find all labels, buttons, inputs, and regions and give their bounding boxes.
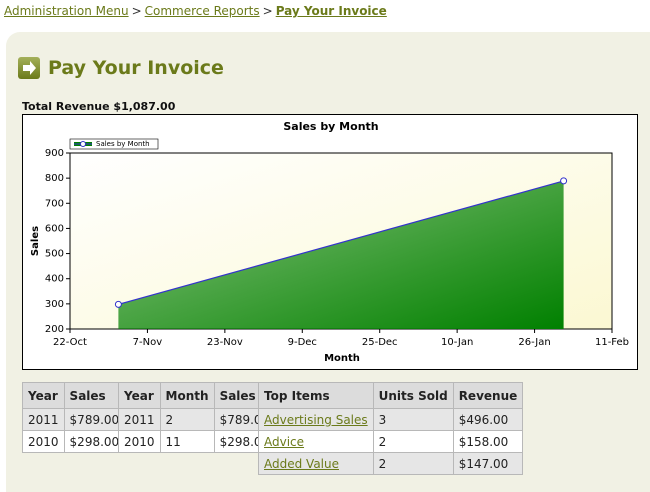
- x-tick-label: 10-Jan: [441, 337, 473, 348]
- y-tick-label: 200: [45, 324, 64, 335]
- table-row: 2010 $298.00: [22, 430, 126, 453]
- chart-title: Sales by Month: [283, 120, 378, 133]
- breadcrumb-link[interactable]: Administration Menu: [4, 4, 129, 18]
- table-cell: 11: [159, 430, 215, 453]
- x-tick-label: 25-Dec: [362, 337, 398, 348]
- page: Administration Menu > Commerce Reports > Pay…: [4, 4, 650, 492]
- y-tick-label: 600: [45, 223, 64, 234]
- y-tick-label: 900: [45, 148, 64, 159]
- y-tick-label: 500: [45, 249, 64, 260]
- y-axis-label: Sales: [30, 226, 41, 256]
- line: [118, 180, 564, 305]
- table-cell: $158.00: [452, 430, 524, 453]
- table-cell: 2011: [22, 408, 65, 431]
- legend-box: [69, 138, 159, 150]
- table-cell: Added Value: [258, 452, 374, 475]
- table-row: 2011 2 $789.00: [118, 408, 276, 431]
- breadcrumb: Administration Menu > Commerce Reports > Pay…: [4, 4, 387, 18]
- x-tick-label: 26-Jan: [518, 337, 550, 348]
- table-cell: Advertising Sales: [258, 408, 374, 431]
- legend-label: Sales by Month: [96, 140, 150, 148]
- header-row: Year Month Sales: [118, 382, 276, 409]
- table-cell: 2010: [22, 430, 65, 453]
- table-cell: 2: [159, 408, 215, 431]
- x-tick-label: 7-Nov: [133, 337, 163, 348]
- table-cell: $496.00: [452, 408, 524, 431]
- page-icon: [18, 57, 40, 79]
- area: [118, 180, 564, 329]
- column-header: Year: [22, 382, 65, 409]
- x-axis-label: Month: [324, 353, 360, 364]
- breadcrumb-current[interactable]: Pay Your Invoice: [275, 4, 387, 18]
- x-tick-label: 11-Feb: [595, 337, 629, 348]
- y-tick-label: 700: [45, 198, 64, 209]
- arrow-icon: [23, 61, 36, 75]
- point: [114, 300, 122, 308]
- table-cell: 2: [372, 430, 454, 453]
- table-row: 2011 $789.00: [22, 408, 126, 431]
- table-cell: Advice: [258, 430, 374, 453]
- table-cell: $298.00: [63, 430, 126, 453]
- data-table: Year Sales 2011 $789.00 2010 $298.00: [22, 382, 126, 453]
- table-cell: 2: [372, 452, 454, 475]
- y-tick-label: 800: [45, 173, 64, 184]
- page-title: Pay Your Invoice: [48, 57, 224, 79]
- chart: Sales by Month Month Sales 200 300 400 500 6…: [22, 114, 638, 370]
- separator: >: [131, 4, 142, 18]
- point: [560, 177, 568, 185]
- column-header: Sales: [63, 382, 126, 409]
- column-header: Top Items: [258, 382, 374, 409]
- item-link[interactable]: Added Value: [264, 456, 339, 471]
- separator: >: [262, 4, 273, 18]
- legend-marker: [80, 141, 86, 147]
- x-tick-label: 23-Nov: [207, 337, 243, 348]
- table-row: Advertising Sales 3 $496.00: [258, 408, 524, 431]
- total-value: $1,087.00: [113, 100, 176, 113]
- x-tick-label: 9-Dec: [288, 337, 317, 348]
- item-link[interactable]: Advice: [264, 434, 305, 449]
- breadcrumb-link[interactable]: Commerce Reports: [144, 4, 260, 18]
- table-row: Advice 2 $158.00: [258, 430, 524, 453]
- column-header: Units Sold: [372, 382, 454, 409]
- x-tick-label: 22-Oct: [53, 337, 87, 348]
- data-table: Year Month Sales 2011 2 $789.00 2010 11 $298.00: [118, 382, 276, 453]
- table-row: Added Value 2 $147.00: [258, 452, 524, 475]
- table-cell: 3: [372, 408, 454, 431]
- header-row: Top Items Units Sold Revenue: [258, 382, 524, 409]
- table-cell: $789.00: [63, 408, 126, 431]
- table-cell: $147.00: [452, 452, 524, 475]
- column-header: Revenue: [452, 382, 524, 409]
- table-row: 2010 11 $298.00: [118, 430, 276, 453]
- total-revenue: Total Revenue $1,087.00: [22, 100, 175, 113]
- item-link[interactable]: Advertising Sales: [264, 412, 368, 427]
- header-row: Year Sales: [22, 382, 126, 409]
- column-header: Month: [159, 382, 215, 409]
- y-tick-label: 400: [45, 274, 64, 285]
- data-table: Top Items Units Sold Revenue Advertising Sa…: [258, 382, 524, 475]
- total-label: Total Revenue: [22, 100, 110, 113]
- column-header: Year: [118, 382, 161, 409]
- y-tick-label: 300: [45, 299, 64, 310]
- table-cell: 2010: [118, 430, 161, 453]
- table-cell: 2011: [118, 408, 161, 431]
